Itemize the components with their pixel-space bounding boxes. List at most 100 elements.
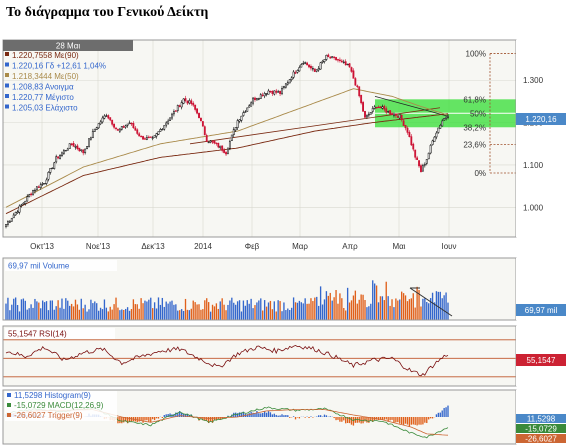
volume-bar — [159, 304, 162, 320]
volume-bar — [306, 303, 308, 320]
histogram-bar — [329, 416, 331, 417]
candle-body — [354, 78, 357, 86]
histogram-bar — [165, 414, 167, 417]
candle-body — [43, 183, 46, 185]
volume-bar — [285, 310, 287, 320]
volume-bar — [198, 304, 200, 320]
candle-body — [346, 63, 349, 66]
candle-body — [209, 140, 212, 143]
volume-bar — [26, 309, 28, 320]
candle-body — [323, 59, 326, 62]
macd-legend: 11,5298 Histogram(9)-15,0729 MACD(12,26,… — [5, 391, 117, 421]
volume-bar — [420, 306, 422, 320]
histogram-bar — [362, 417, 364, 424]
volume-bar — [111, 309, 113, 320]
candle-body — [373, 106, 376, 109]
volume-bar — [370, 303, 372, 320]
volume-bar — [5, 303, 7, 320]
histogram-bar — [148, 417, 150, 422]
histogram-bar — [391, 417, 393, 420]
histogram-bar — [271, 414, 274, 417]
histogram-bar — [190, 414, 192, 417]
candle-body — [277, 91, 280, 93]
candle-body — [391, 113, 393, 115]
volume-bar — [207, 302, 210, 320]
volume-bar — [235, 304, 237, 320]
histogram-bar — [437, 412, 440, 417]
legend-entry: 1.220,7558 Με(90) — [12, 51, 79, 60]
volume-bar — [153, 302, 156, 320]
candle-body — [101, 117, 104, 123]
volume-bar — [225, 310, 227, 320]
legend-entry: 11,5298 Histogram(9) — [14, 391, 91, 400]
volume-bar — [175, 304, 177, 320]
candle-body — [86, 146, 88, 149]
candle-body — [333, 56, 336, 58]
candle-body — [375, 107, 378, 109]
candle-body — [103, 115, 106, 119]
candle-body — [431, 140, 434, 145]
volume-bar — [335, 290, 337, 320]
histogram-bar — [375, 417, 378, 420]
candle-body — [286, 82, 289, 85]
candle-body — [288, 79, 291, 84]
histogram-bar — [267, 411, 270, 417]
histogram-bar — [325, 415, 328, 417]
volume-bar — [263, 300, 266, 320]
histogram-bar — [157, 417, 160, 419]
fibonacci-label: 0% — [474, 169, 486, 178]
candle-body — [37, 186, 40, 188]
histogram-bar — [126, 417, 129, 424]
histogram-bar — [281, 414, 283, 417]
candle-body — [356, 85, 359, 87]
volume-bar — [217, 308, 219, 320]
candle-body — [80, 149, 83, 151]
candle-body — [78, 147, 81, 152]
candle-body — [178, 105, 181, 107]
volume-bar — [269, 300, 272, 320]
candle-body — [255, 98, 258, 101]
volume-bar — [136, 304, 138, 320]
price-panel — [3, 40, 516, 237]
candle-body — [12, 214, 15, 219]
histogram-bar — [140, 417, 142, 421]
candle-body — [34, 189, 36, 192]
candle-body — [49, 168, 52, 173]
histogram-bar — [368, 417, 370, 423]
histogram-bar — [366, 417, 368, 423]
volume-bar — [94, 301, 96, 320]
candle-body — [10, 217, 13, 222]
volume-bar — [169, 301, 171, 320]
candle-body — [352, 70, 355, 79]
volume-bar — [242, 300, 245, 320]
candle-body — [423, 163, 426, 166]
volume-bar — [157, 297, 160, 320]
volume-bar — [14, 297, 17, 320]
histogram-bar — [124, 417, 127, 422]
volume-bar — [88, 309, 90, 320]
candle-body — [88, 138, 90, 148]
histogram-bar — [447, 405, 449, 417]
volume-bar — [377, 302, 380, 320]
volume-bar — [298, 300, 301, 320]
legend-entry: 1.220,16 Γδ +12,61 1,04% — [12, 62, 106, 71]
histogram-bar — [254, 413, 256, 417]
candle-body — [283, 86, 285, 88]
candle-body — [109, 117, 112, 121]
volume-bar — [219, 301, 221, 320]
candle-body — [188, 100, 191, 104]
candle-body — [412, 143, 415, 150]
histogram-bar — [310, 416, 312, 417]
volume-bar — [97, 310, 100, 320]
volume-bar — [426, 302, 428, 320]
candle-body — [76, 145, 79, 150]
rsi-levels — [3, 339, 516, 378]
volume-bar — [387, 296, 389, 320]
candle-body — [47, 172, 50, 180]
candle-body — [182, 98, 185, 104]
candle-body — [70, 143, 73, 145]
histogram-bar — [258, 413, 260, 417]
candle-body — [93, 128, 96, 132]
candle-body — [14, 212, 17, 216]
volume-bar — [101, 309, 104, 320]
